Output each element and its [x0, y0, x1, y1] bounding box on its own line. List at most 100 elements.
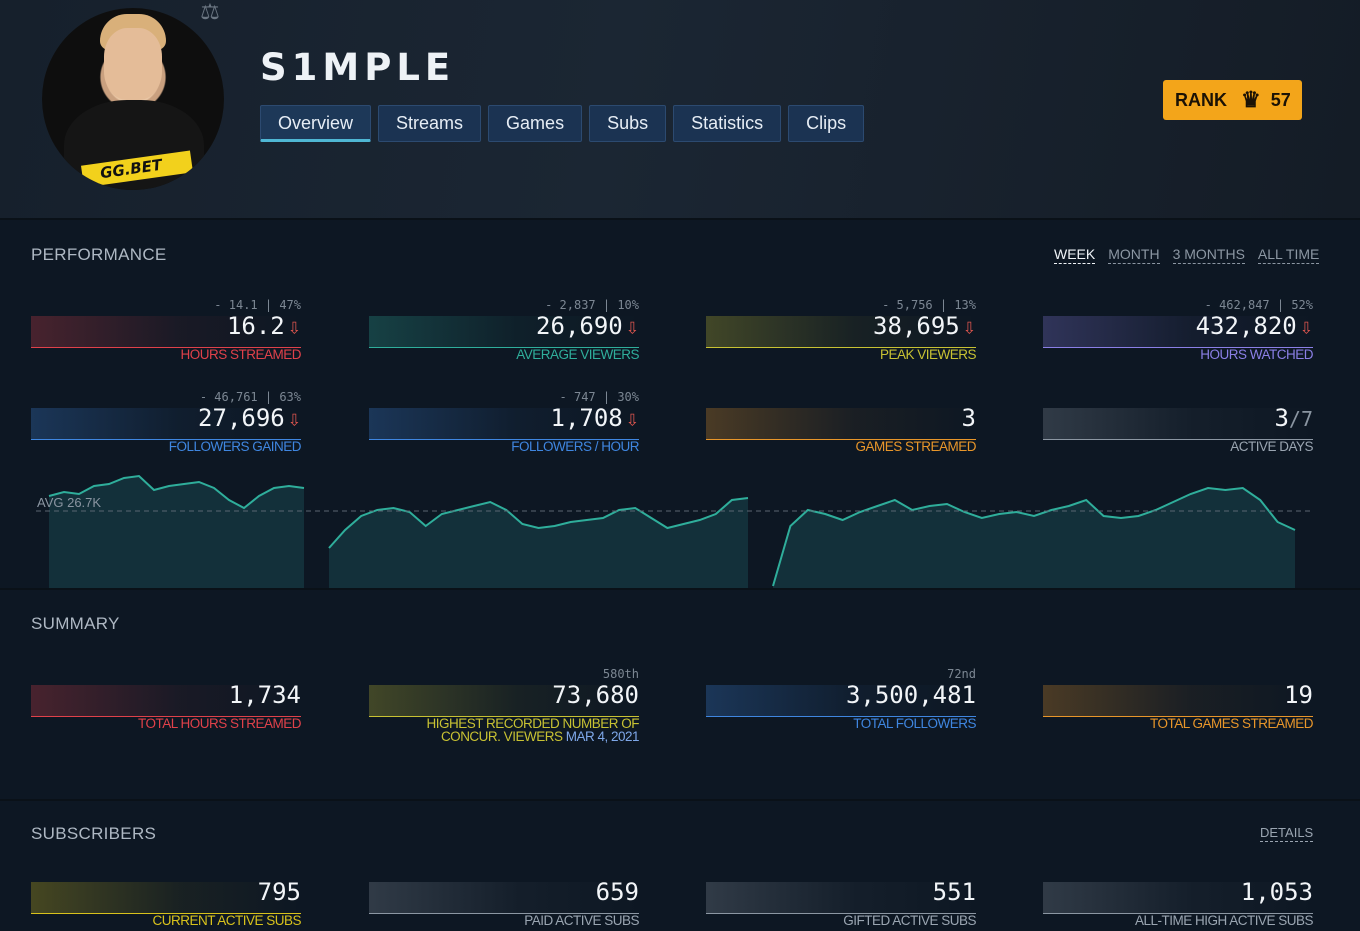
period-3-months[interactable]: 3 MONTHS: [1172, 246, 1245, 264]
stat-card: 659 PAID ACTIVE SUBS: [369, 864, 639, 928]
period-all-time[interactable]: ALL TIME: [1257, 246, 1320, 264]
stat-glow: [369, 316, 639, 348]
stat-value: 26,690 ⇩: [536, 312, 639, 340]
stat-card: 72nd 3,500,481 TOTAL FOLLOWERS: [706, 667, 976, 731]
stat-label-text: CONCUR. VIEWERS: [440, 729, 563, 744]
performance-title: PERFORMANCE: [31, 245, 167, 264]
stat-value: 1,708 ⇩: [551, 404, 640, 432]
tab-statistics[interactable]: Statistics: [673, 105, 782, 142]
stat-number: 3: [961, 404, 976, 432]
stat-underline: [1043, 347, 1313, 348]
stat-delta: - 462,847 | 52%: [1204, 298, 1313, 312]
stat-card: - 46,761 | 63% 27,696 ⇩ FOLLOWERS GAINED: [31, 390, 302, 454]
stat-glow: [1043, 316, 1313, 348]
stat-number: 1,734: [228, 681, 301, 709]
arrow-down-icon: ⇩: [1299, 315, 1313, 340]
stat-underline: [31, 347, 301, 348]
subscribers-title: SUBSCRIBERS: [31, 824, 157, 843]
stat-label-text: FOLLOWERS GAINED: [168, 439, 302, 454]
stat-value: 27,696 ⇩: [198, 404, 301, 432]
stat-underline: [31, 439, 301, 440]
stat-number: 73,680: [552, 681, 639, 709]
stat-glow: [706, 685, 976, 717]
stat-underline: [706, 347, 976, 348]
stat-label: AVERAGE VIEWERS: [516, 348, 639, 362]
stat-glow: [369, 882, 639, 914]
stat-delta: 72nd: [947, 667, 976, 681]
stat-label-text: FOLLOWERS / HOUR: [511, 439, 639, 454]
details-link[interactable]: DETAILS: [1260, 825, 1314, 842]
stat-underline: [369, 347, 639, 348]
chart-area: [49, 476, 304, 588]
stat-number: 26,690: [536, 312, 623, 340]
stat-number: 1,708: [550, 404, 623, 432]
avatar[interactable]: GG.BET: [42, 8, 224, 190]
stat-value: 1,053: [1241, 878, 1313, 906]
stat-underline: [369, 439, 639, 440]
stat-label-text: ALL-TIME HIGH ACTIVE SUBS: [1134, 913, 1314, 928]
stat-underline: [1043, 439, 1313, 440]
chart-line[interactable]: [48, 474, 305, 510]
stat-label: CURRENT ACTIVE SUBS: [152, 914, 301, 928]
stat-label-text: PAID ACTIVE SUBS: [524, 913, 639, 928]
chart-line[interactable]: [772, 486, 1296, 587]
stat-card: 551 GIFTED ACTIVE SUBS: [706, 864, 976, 928]
stat-card: 3/7 ACTIVE DAYS: [1043, 390, 1313, 454]
tab-games[interactable]: Games: [488, 105, 583, 142]
rank-value: 57: [1270, 89, 1291, 110]
stat-number: 3: [1274, 404, 1289, 432]
stat-card: 1,053 ALL-TIME HIGH ACTIVE SUBS: [1043, 864, 1314, 928]
stat-label: TOTAL HOURS STREAMED: [138, 717, 302, 731]
stat-card: 19 TOTAL GAMES STREAMED: [1043, 667, 1314, 731]
arrow-down-icon: ⇩: [962, 315, 976, 340]
stat-label-text: TOTAL GAMES STREAMED: [1149, 716, 1314, 731]
stat-card: - 5,756 | 13% 38,695 ⇩ PEAK VIEWERS: [706, 298, 977, 362]
stat-label: TOTAL FOLLOWERS: [853, 717, 976, 731]
stat-card: - 2,837 | 10% 26,690 ⇩ AVERAGE VIEWERS: [369, 298, 639, 362]
period-month[interactable]: MONTH: [1108, 246, 1160, 264]
stat-glow: [369, 685, 639, 717]
stat-value: 3/7: [1274, 404, 1313, 432]
stat-label: FOLLOWERS / HOUR: [511, 439, 639, 454]
average-label: AVG 26.7K: [37, 495, 101, 510]
stat-glow: [31, 685, 301, 717]
summary-panel: [0, 590, 1360, 799]
tab-streams[interactable]: Streams: [378, 105, 482, 142]
arrow-down-icon: ⇩: [287, 407, 301, 432]
stat-number: 27,696: [198, 404, 285, 432]
stat-card: - 462,847 | 52% 432,820 ⇩ HOURS WATCHED: [1043, 298, 1313, 362]
stat-underline: [1043, 716, 1313, 717]
stat-delta: - 5,756 | 13%: [882, 298, 976, 312]
stat-label: HOURS STREAMED: [180, 348, 301, 362]
crown-icon: ♛: [1241, 87, 1261, 112]
stat-number: 551: [932, 878, 976, 906]
stat-card: 580th 73,680 HIGHEST RECORDED NUMBER OF CON…: [369, 667, 639, 743]
tab-clips[interactable]: Clips: [788, 105, 865, 142]
stat-label: GAMES STREAMED: [855, 439, 976, 454]
scale-icon[interactable]: ⚖: [200, 0, 220, 24]
stat-value: 19: [1284, 681, 1313, 709]
stat-glow: [706, 316, 976, 348]
arrow-down-icon: ⇩: [625, 315, 639, 340]
arrow-down-icon: ⇩: [625, 407, 639, 432]
rank-label: RANK: [1175, 89, 1227, 110]
tab-overview[interactable]: Overview: [260, 105, 372, 142]
tab-subs[interactable]: Subs: [589, 105, 667, 142]
chart-area: [773, 488, 1295, 588]
stat-card: - 747 | 30% 1,708 ⇩ FOLLOWERS / HOUR: [369, 390, 639, 454]
rank-badge[interactable]: RANK ♛ 57: [1163, 80, 1302, 120]
stat-underline: [31, 913, 301, 914]
stat-underline: [31, 716, 301, 717]
subscribers-panel: [0, 801, 1360, 931]
period-week[interactable]: WEEK: [1054, 246, 1096, 264]
stat-label: GIFTED ACTIVE SUBS: [843, 914, 976, 928]
stat-value: 73,680: [552, 681, 639, 709]
stat-value: 1,734: [229, 681, 301, 709]
stat-value: 795: [258, 878, 301, 906]
stat-number: 432,820: [1195, 312, 1297, 340]
stat-label-text: ACTIVE DAYS: [1230, 439, 1313, 454]
stat-label: FOLLOWERS GAINED: [168, 439, 302, 454]
chart-line[interactable]: [328, 497, 749, 549]
stat-label-text: GAMES STREAMED: [855, 439, 976, 454]
stat-card: - 14.1 | 47% 16.2 ⇩ HOURS STREAMED: [31, 298, 301, 362]
